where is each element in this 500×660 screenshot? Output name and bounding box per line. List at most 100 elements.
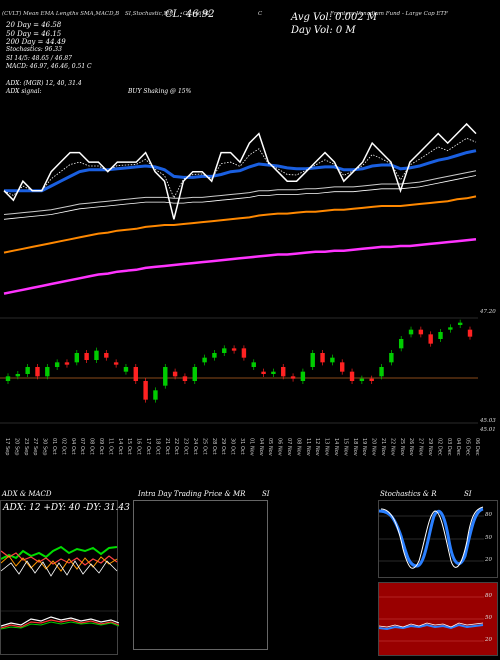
candle (418, 329, 424, 335)
date-label: 01 Oct (51, 438, 57, 455)
candle (261, 371, 266, 374)
date-label: 24 Oct (192, 438, 198, 455)
date-label: 17 Sep (4, 438, 10, 455)
date-label: 11 Nov (305, 438, 311, 456)
date-label: 08 Oct (89, 438, 95, 455)
stochastics-lines (379, 506, 484, 569)
date-label: 14 Oct (117, 438, 123, 455)
ema50-line (3, 170, 477, 215)
date-label: 16 Oct (136, 438, 142, 455)
date-label: 21 Nov (380, 438, 386, 456)
candle (84, 353, 89, 360)
date-label: 02 Oct (60, 438, 66, 455)
price-line (3, 122, 477, 220)
candle (163, 367, 168, 386)
rsi-lines (379, 596, 484, 642)
candle-chart (0, 317, 478, 424)
intra-panel-si: SI (262, 490, 270, 498)
date-label: 23 Oct (183, 438, 189, 455)
intra-day-panel (133, 500, 268, 650)
candle (222, 348, 227, 353)
date-label: 15 Oct (126, 438, 132, 455)
date-label: 18 Nov (352, 438, 358, 456)
date-label: 27 Nov (418, 438, 424, 456)
date-label: 04 Oct (70, 438, 76, 455)
candle (5, 376, 11, 381)
stoch-tick-20: 20 (485, 557, 492, 563)
date-label: 23 Sep (23, 438, 29, 455)
date-label: 19 Nov (361, 438, 367, 456)
candle (320, 353, 325, 363)
candle (448, 327, 453, 330)
candle (133, 367, 138, 381)
candle (25, 367, 30, 374)
avg-vol-label: Avg Vol: 0.002 M (291, 12, 378, 23)
candle (369, 378, 374, 381)
candle-axis-bottom1: 45.03 (480, 418, 496, 424)
candle (143, 381, 148, 400)
date-label: 15 Nov (342, 438, 348, 456)
ema20-line (4, 149, 477, 193)
adx-label: ADX: (MGR) 12, 40, 31.4 (6, 80, 82, 87)
header-title-left: (CVLT) Mean EMA Lengths SMA,MACD,B (2, 11, 120, 17)
candle (389, 353, 394, 363)
date-label: 28 Oct (211, 438, 217, 455)
ma200-label: 200 Day = 44.49 (6, 38, 66, 46)
header-letter-c: C (258, 11, 263, 17)
macd-label: MACD: 46.97, 46.46, 0.51 C (6, 63, 92, 70)
stochastics-panel: 80 50 20 (378, 500, 498, 578)
date-label: 20 Nov (371, 438, 377, 456)
stochastics-label: Stochastics: 96.33 (6, 46, 62, 53)
date-label: 01 Nov (248, 438, 254, 456)
date-label: 30 Oct (230, 438, 236, 455)
date-label: 25 Oct (201, 438, 207, 455)
candle (104, 353, 109, 358)
rsi-tick-50: 50 (485, 615, 492, 621)
candle (231, 348, 237, 351)
candle (359, 378, 365, 381)
date-label: 30 Sep (42, 438, 48, 455)
date-label: 22 Nov (389, 438, 395, 456)
candle (94, 350, 99, 360)
date-label: 13 Nov (324, 438, 330, 456)
candle (330, 357, 335, 363)
candle (15, 374, 21, 377)
candle (54, 362, 60, 367)
candle (251, 362, 256, 367)
date-label: 04 Nov (258, 438, 264, 456)
candle (153, 390, 158, 400)
date-label: 18 Oct (154, 438, 160, 455)
candle (290, 376, 296, 379)
date-label: 02 Dec (436, 438, 442, 456)
candle (45, 367, 50, 377)
candle (212, 353, 217, 358)
candle (192, 367, 197, 381)
stoch-panel-si: SI (464, 490, 472, 498)
adx-panel: ADX: 12 +DY: 40 -DY: 31.43 (0, 500, 130, 655)
close-price-label: CL: 46.92 (165, 9, 215, 20)
date-label: 04 Dec (455, 438, 461, 456)
candle (74, 353, 80, 363)
candle (172, 371, 178, 377)
rsi-panel: 80 50 20 (378, 582, 498, 656)
candle (35, 367, 40, 377)
candle (340, 362, 345, 372)
date-label: 29 Oct (220, 438, 226, 455)
adx-panel-title: ADX & MACD (2, 490, 52, 498)
header-title-close: CL: 46.92 (183, 11, 211, 17)
ma50-label: 50 Day = 46.15 (6, 30, 62, 38)
date-axis: 17 Sep 20 Sep 23 Sep 27 Sep 30 Sep 01 Oct 02 O… (4, 438, 480, 456)
date-label: 05 Dec (465, 438, 471, 456)
candle (457, 322, 463, 325)
stoch-tick-50: 50 (485, 535, 492, 541)
date-label: 11 Oct (107, 438, 113, 455)
header-title-right: Frontera Vanadium Fund - Large Cap ETF (330, 11, 448, 17)
day-vol-label: Day Vol: 0 M (291, 25, 356, 36)
candle (467, 329, 473, 337)
candle (398, 339, 404, 349)
date-label: 26 Nov (408, 438, 414, 456)
date-label: 25 Nov (399, 438, 405, 456)
adx-signal-value: BUY Shaking @ 15% (128, 88, 192, 95)
rsi-tick-80: 80 (485, 593, 492, 599)
date-label: 17 Oct (145, 438, 151, 455)
